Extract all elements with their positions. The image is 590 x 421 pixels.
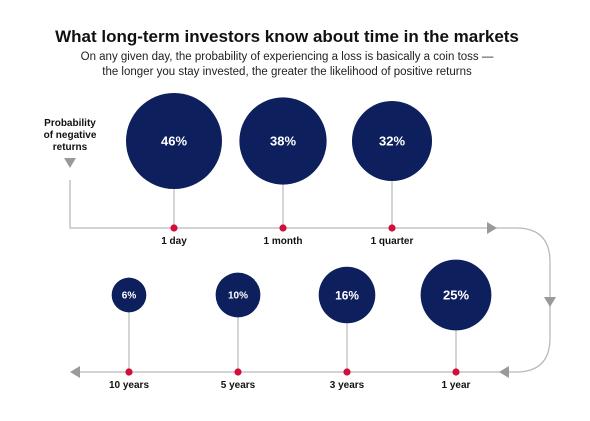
- chart-subtitle-line-2: the longer you stay invested, the greate…: [102, 66, 472, 78]
- bubble-value-label-10-years: 6%: [122, 291, 137, 302]
- bubble-10-years: [111, 277, 147, 313]
- timeline-line: [69, 180, 551, 373]
- y-axis-label-line-1: Probability: [44, 118, 96, 129]
- marker-1-month: [279, 224, 287, 232]
- marker-5-years: [234, 368, 242, 376]
- bubble-1-day: [126, 93, 222, 189]
- marker-3-years: [343, 368, 351, 376]
- arrow-left-icon: [70, 366, 80, 378]
- bubble-5-years: [215, 272, 261, 318]
- bubble-1-month: [239, 97, 327, 185]
- period-label-5-years: 5 years: [221, 380, 256, 391]
- bubble-stems: [128, 181, 457, 372]
- period-label-10-years: 10 years: [109, 380, 149, 391]
- period-label-1-year: 1 year: [442, 380, 471, 391]
- bubbles: 46% 38% 32% 25% 16% 10% 6%: [111, 93, 492, 331]
- marker-1-quarter: [388, 224, 396, 232]
- marker-1-day: [170, 224, 178, 232]
- period-label-1-day: 1 day: [161, 236, 187, 247]
- bubble-value-label-1-quarter: 32%: [379, 134, 405, 149]
- period-markers: [125, 224, 460, 376]
- bubble-3-years: [318, 266, 376, 324]
- period-label-1-month: 1 month: [264, 236, 303, 247]
- bubble-value-label-3-years: 16%: [335, 288, 359, 302]
- marker-10-years: [125, 368, 133, 376]
- arrow-right-icon: [487, 222, 497, 234]
- chart-title: What long-term investors know about time…: [55, 27, 519, 46]
- marker-1-year: [452, 368, 460, 376]
- y-axis-label-line-3: returns: [53, 142, 88, 153]
- bubble-1-year: [420, 259, 492, 331]
- chart-subtitle-line-1: On any given day, the probability of exp…: [81, 51, 494, 63]
- arrow-down-icon: [64, 158, 76, 168]
- arrow-left-icon: [499, 366, 509, 378]
- bubble-value-label-1-day: 46%: [161, 134, 187, 149]
- period-labels: 1 day 1 month 1 quarter 1 year 3 years 5 year…: [109, 236, 471, 391]
- bubble-1-quarter: [351, 100, 433, 182]
- period-label-3-years: 3 years: [330, 380, 365, 391]
- period-label-1-quarter: 1 quarter: [371, 236, 414, 247]
- timeline-path: [64, 158, 556, 378]
- bubble-value-label-1-month: 38%: [270, 134, 296, 149]
- bubble-value-label-5-years: 10%: [228, 291, 248, 302]
- bubble-value-label-1-year: 25%: [443, 288, 469, 303]
- y-axis-label-line-2: of negative: [44, 130, 97, 141]
- arrow-down-icon: [544, 297, 556, 307]
